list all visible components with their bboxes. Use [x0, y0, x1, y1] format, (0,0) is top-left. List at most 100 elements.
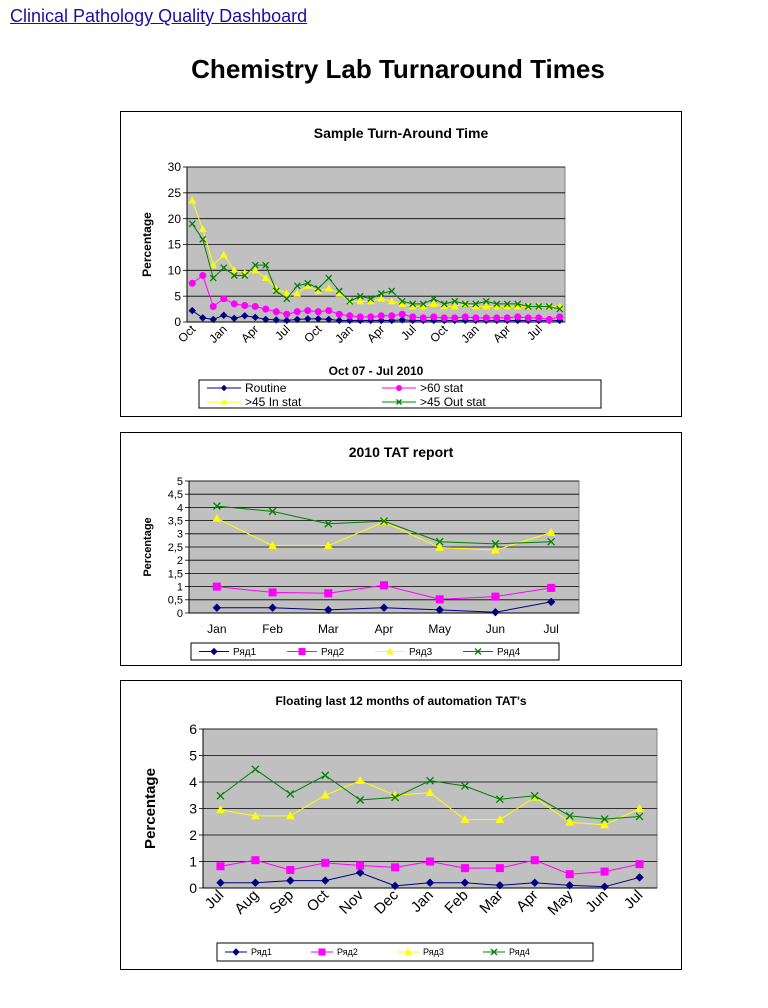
x-tick-label: Dec [371, 886, 402, 917]
data-point [272, 316, 280, 324]
x-tick-label: Jan [458, 322, 482, 346]
data-point [460, 782, 469, 790]
legend-label: Ряд4 [497, 647, 521, 658]
data-point [325, 307, 333, 315]
legend-label: >45 In stat [245, 395, 302, 409]
data-point [212, 603, 222, 612]
data-point [430, 313, 438, 321]
data-point [241, 312, 249, 320]
legend-label: Ряд1 [233, 647, 257, 658]
x-tick-label: May [428, 622, 451, 636]
x-tick-label: Feb [262, 622, 283, 636]
data-point [388, 287, 396, 295]
data-point [398, 316, 406, 324]
data-point [491, 539, 500, 548]
data-point [556, 313, 564, 321]
dashboard-link[interactable]: Clinical Pathology Quality Dashboard [10, 6, 308, 26]
data-point [461, 300, 469, 308]
data-point [314, 308, 322, 316]
y-tick-label: 10 [168, 264, 182, 278]
data-point [324, 519, 333, 528]
data-point [530, 878, 539, 887]
data-point [530, 856, 539, 865]
data-point [321, 858, 330, 867]
series-2 [216, 856, 644, 879]
data-point [251, 303, 259, 310]
data-point [272, 308, 280, 316]
x-tick-label: Jul [524, 322, 545, 343]
data-point [379, 603, 389, 612]
data-point [545, 303, 553, 310]
chart-floating-12-months-svg: Floating last 12 months of automation TA… [142, 694, 658, 962]
data-point [493, 314, 501, 322]
data-point [261, 274, 270, 281]
data-point [495, 864, 504, 873]
series-4 [216, 765, 644, 824]
data-point [285, 811, 295, 820]
page-title: Chemistry Lab Turnaround Times [191, 54, 605, 84]
series-4 [188, 220, 564, 313]
data-point [547, 537, 556, 546]
y-tick-label: 0 [177, 608, 183, 620]
data-point [209, 315, 217, 324]
legend-label: Ряд3 [423, 947, 444, 957]
data-point [503, 314, 511, 322]
data-point [286, 876, 295, 885]
data-point [230, 300, 238, 308]
x-tick-label: Feb [441, 887, 471, 917]
data-point [493, 300, 501, 308]
legend-label: Ряд4 [509, 947, 530, 957]
y-tick-label: 2 [189, 827, 197, 843]
y-tick-label: 15 [168, 238, 182, 252]
data-point [460, 815, 470, 823]
data-point [495, 815, 505, 823]
y-tick-label: 5 [189, 747, 197, 763]
data-point [335, 316, 343, 325]
legend-label: >45 Out stat [420, 395, 486, 409]
data-point [251, 261, 259, 269]
legend-label: Routine [245, 381, 287, 395]
data-point [419, 314, 427, 322]
data-point [199, 272, 207, 279]
y-tick-label: 0 [189, 880, 197, 896]
data-point [293, 308, 301, 316]
data-point [387, 297, 396, 305]
data-point [367, 313, 375, 321]
y-tick-label: 4 [177, 502, 183, 514]
y-tick-label: 4,5 [168, 489, 183, 501]
x-tick-label: Apr [490, 322, 513, 345]
data-point [220, 295, 228, 303]
data-point [356, 313, 364, 321]
x-tick-label: Jan [408, 887, 437, 916]
data-point [514, 313, 522, 321]
data-point [460, 878, 470, 887]
data-point [398, 297, 406, 305]
data-point [262, 261, 270, 269]
y-tick-label: 20 [168, 212, 182, 226]
data-point [495, 881, 505, 890]
series-1 [212, 597, 556, 617]
data-point [320, 790, 330, 799]
x-axis-label: Oct 07 - Jul 2010 [329, 364, 424, 378]
y-tick-label: 5 [177, 476, 183, 488]
data-point [230, 266, 239, 274]
data-point [635, 860, 644, 869]
x-tick-label: Apr [375, 622, 394, 636]
x-tick-label: Mar [476, 887, 506, 917]
x-tick-label: Mar [318, 622, 339, 636]
data-point [282, 289, 291, 297]
data-point [209, 261, 218, 269]
data-point [565, 870, 574, 879]
y-tick-label: 1 [189, 853, 197, 869]
data-point [199, 314, 207, 322]
data-point [293, 289, 302, 297]
data-point [435, 595, 444, 604]
data-point [251, 765, 260, 774]
data-point [390, 881, 400, 891]
y-tick-label: 25 [168, 186, 182, 200]
legend-marker [404, 947, 412, 955]
data-point [272, 287, 280, 295]
y-tick-label: 3,5 [168, 515, 183, 527]
data-point [600, 820, 609, 829]
data-point [209, 303, 217, 310]
